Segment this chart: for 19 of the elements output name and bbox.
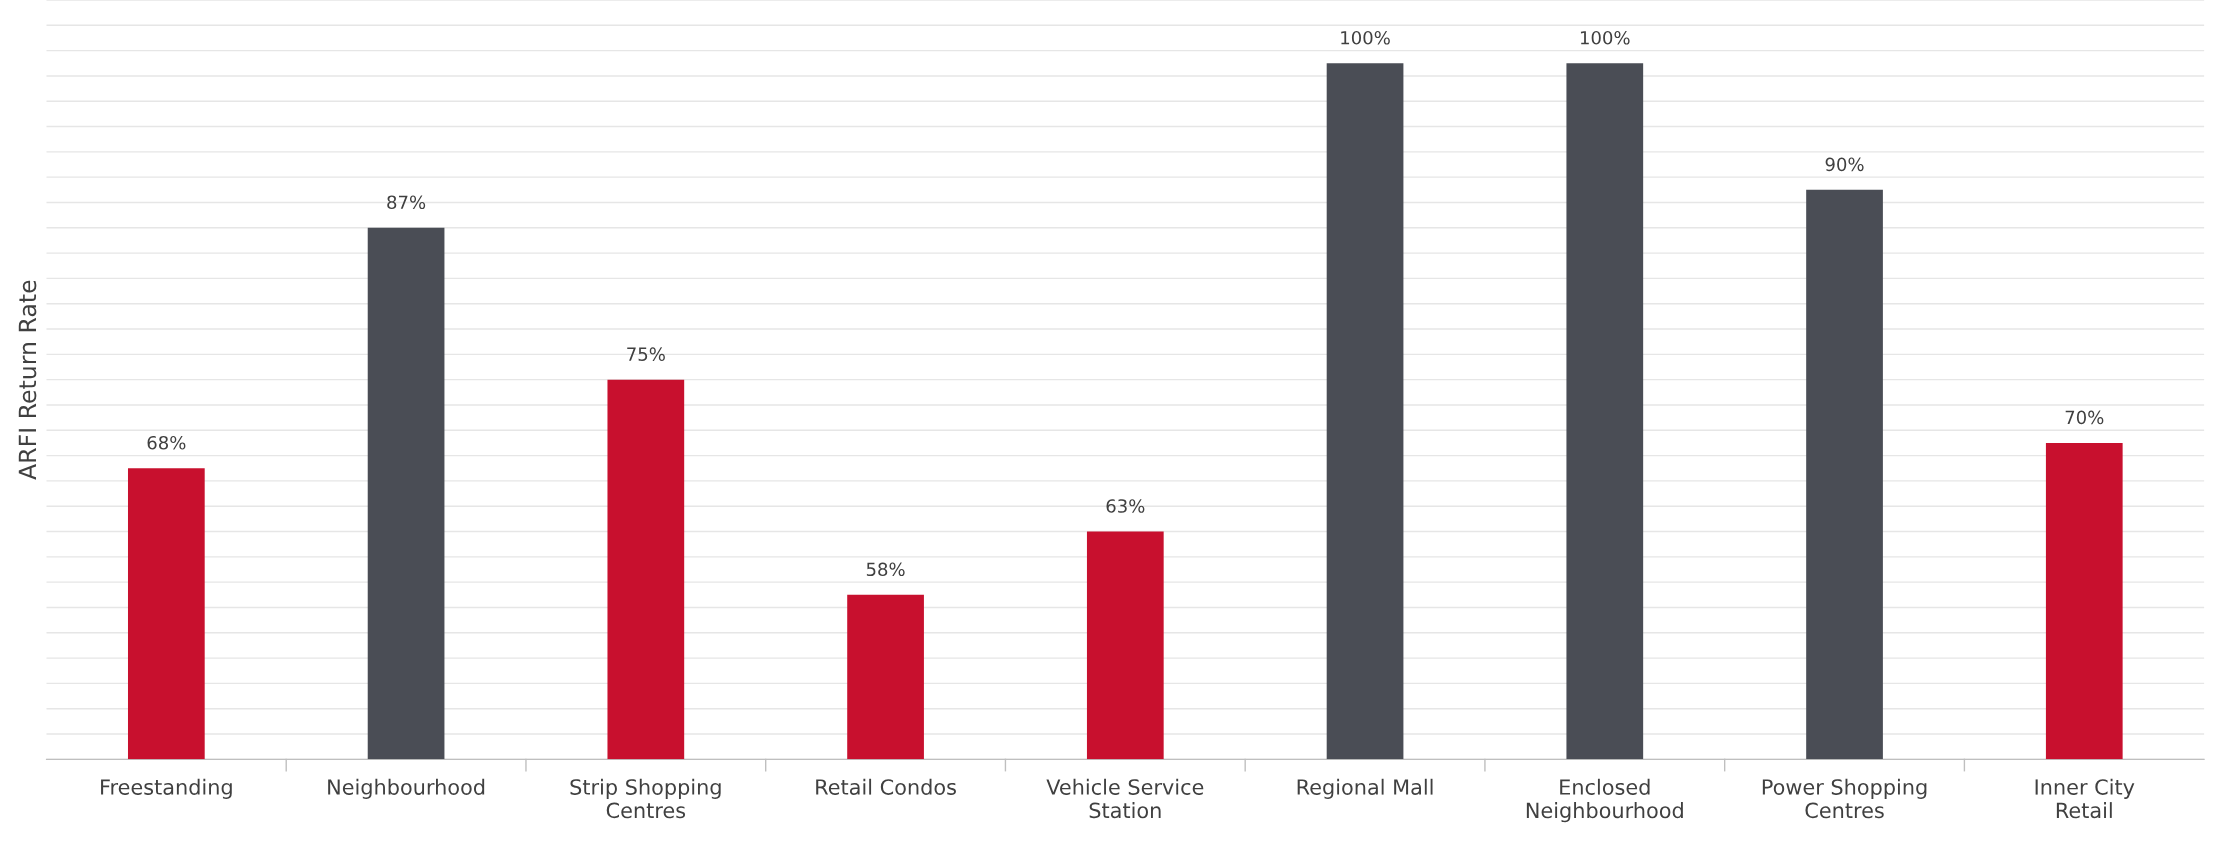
x-tick-label: Retail Condos [816, 778, 956, 795]
data-label: 100% [1580, 30, 1630, 45]
x-tick-label: Enclosed Neighbourhood [1526, 778, 1683, 823]
x-tick-label: Strip Shopping Centres [570, 778, 721, 819]
x-tick-label: Freestanding [101, 778, 232, 799]
data-label: 58% [866, 562, 905, 577]
x-tick-label: Vehicle Service Station [1046, 778, 1204, 819]
data-label: 70% [2065, 410, 2104, 425]
data-label: 63% [1106, 499, 1145, 513]
data-label: 87% [387, 195, 426, 210]
y-axis-title: ARFI Return Rate [18, 280, 37, 480]
x-tick-label: Power Shopping Centres [1762, 778, 1927, 819]
data-label: 90% [1825, 157, 1864, 172]
data-label: 75% [627, 347, 665, 361]
data-label: 68% [147, 435, 186, 450]
x-tick-label: Neighbourhood [328, 778, 485, 799]
x-tick-label: Inner City Retail [2035, 778, 2135, 819]
x-tick-label: Regional Mall [1297, 778, 1433, 799]
data-label: 100% [1341, 30, 1390, 45]
